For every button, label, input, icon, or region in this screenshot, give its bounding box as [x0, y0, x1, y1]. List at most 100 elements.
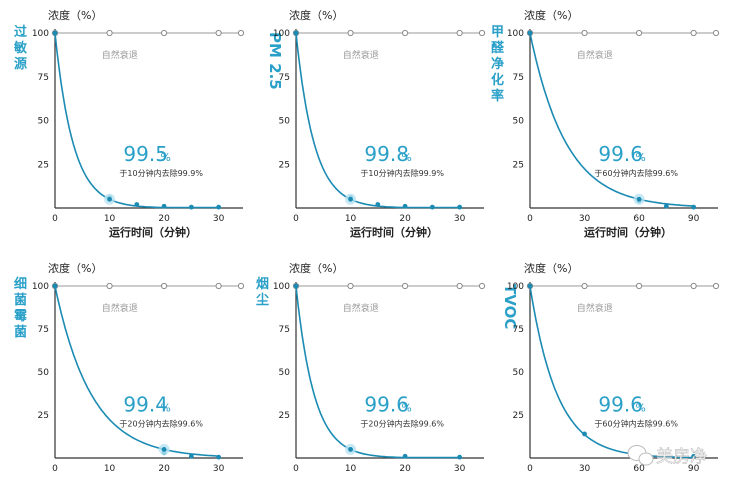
natural-decay-point — [160, 282, 168, 290]
natural-decay-point — [712, 282, 720, 290]
purifier-decay-point — [527, 30, 533, 36]
chart-panel-5: 浓度（%） 烟尘 100 75 50 25 0 10 20 30 自然衰退 99.6% 于20分钟内去除… — [256, 261, 486, 474]
x-tick-label: 90 — [688, 464, 700, 474]
purifier-decay-point — [582, 431, 587, 437]
chart-panel-1: 浓度（%） 过敏源 100 75 50 25 0 10 20 30 运行时间（分钟） 自然衰退 99.5… — [13, 8, 245, 239]
purifier-decay-point — [161, 203, 167, 209]
natural-decay-point — [106, 282, 113, 290]
y-tick-label: 75 — [279, 73, 290, 83]
y-tick-label: 100 — [273, 29, 290, 39]
x-tick-label: 0 — [293, 464, 299, 474]
y-tick-label: 100 — [507, 29, 524, 39]
pollutant-char: 尘 — [256, 292, 269, 308]
y-axis-label: 浓度（%） — [524, 261, 578, 275]
natural-decay-point — [712, 29, 720, 37]
removal-percentage-unit: % — [635, 402, 645, 415]
purifier-decay-point — [457, 454, 463, 460]
x-tick-label: 90 — [688, 214, 700, 224]
natural-decay-point — [478, 29, 486, 37]
pollutant-char: 源 — [14, 56, 27, 72]
natural-decay-point — [401, 282, 409, 290]
natural-decay-point — [690, 282, 697, 290]
x-tick-label: 20 — [399, 464, 411, 474]
y-tick-label: 100 — [32, 29, 49, 39]
natural-decay-point — [237, 29, 245, 37]
natural-decay-label: 自然衰退 — [577, 302, 613, 314]
removal-note: 于20分钟内去除99.6% — [360, 419, 444, 429]
y-tick-label: 75 — [38, 325, 49, 335]
wechat-icon-bubble — [638, 452, 654, 466]
removal-percentage: 99.5 — [123, 142, 168, 166]
pollutant-char: 醛 — [491, 40, 505, 56]
x-tick-label: 20 — [158, 214, 170, 224]
removal-percentage-unit: % — [160, 151, 170, 164]
y-axis-label: 浓度（%） — [289, 261, 343, 275]
x-axis-label: 运行时间（分钟） — [350, 225, 438, 239]
pollutant-label: 细菌霉菌 — [14, 276, 27, 340]
y-tick-label: 50 — [513, 117, 525, 127]
pollutant-label: PM 2.5 — [266, 32, 284, 90]
purifier-decay-point — [188, 204, 194, 210]
pollutant-label: 甲醛净化率 — [491, 25, 505, 104]
natural-decay-point — [215, 29, 222, 37]
natural-decay-label: 自然衰退 — [343, 302, 379, 314]
x-tick-label: 0 — [293, 214, 299, 224]
purifier-decay-point — [293, 30, 299, 36]
natural-decay-point — [106, 29, 113, 37]
x-tick-label: 10 — [104, 214, 116, 224]
removal-percentage: 99.6 — [598, 142, 643, 166]
y-tick-label: 50 — [38, 368, 50, 378]
watermark: 美房净 — [627, 445, 707, 467]
purifier-decay-point — [216, 454, 222, 460]
removal-note: 于10分钟内去除99.9% — [360, 168, 444, 178]
x-tick-label: 30 — [213, 464, 225, 474]
y-tick-label: 50 — [513, 368, 525, 378]
purifier-decay-point — [527, 283, 533, 289]
highlight-point — [161, 447, 167, 452]
chart-panel-4: 浓度（%） 细菌霉菌 100 75 50 25 0 10 20 30 自然衰退 99.4% 于20分钟内… — [14, 261, 245, 474]
removal-percentage: 99.8 — [364, 142, 409, 166]
y-tick-label: 100 — [32, 282, 49, 292]
x-tick-label: 30 — [213, 214, 225, 224]
x-tick-label: 0 — [52, 214, 58, 224]
y-tick-label: 75 — [38, 73, 49, 83]
y-tick-label: 25 — [513, 160, 524, 170]
x-tick-label: 10 — [345, 464, 357, 474]
pollutant-char: 菌 — [14, 324, 27, 340]
y-tick-label: 25 — [513, 411, 524, 421]
purifier-decay-point — [216, 204, 222, 210]
purifier-decay-point — [429, 204, 435, 210]
natural-decay-point — [401, 29, 409, 37]
removal-percentage-unit: % — [160, 402, 170, 415]
x-tick-label: 60 — [633, 464, 645, 474]
x-tick-label: 20 — [158, 464, 170, 474]
pollutant-char: 菌 — [14, 292, 27, 308]
removal-percentage-unit: % — [401, 151, 411, 164]
purifier-decay-point — [52, 30, 58, 36]
purifier-decay-curve — [529, 32, 694, 207]
y-axis-label: 浓度（%） — [289, 8, 343, 22]
y-axis-label: 浓度（%） — [524, 8, 578, 22]
natural-decay-point — [160, 29, 168, 37]
natural-decay-label: 自然衰退 — [102, 302, 138, 314]
purifier-decay-point — [457, 204, 463, 210]
y-tick-label: 75 — [279, 325, 290, 335]
natural-decay-point — [635, 282, 643, 290]
purifier-decay-point — [691, 204, 697, 210]
natural-decay-point — [237, 282, 245, 290]
purifier-decay-point — [402, 453, 408, 459]
purifier-decay-point — [691, 453, 697, 459]
y-tick-label: 50 — [38, 117, 50, 127]
watermark-text: 美房净 — [656, 447, 707, 467]
x-tick-label: 0 — [527, 214, 533, 224]
pollutant-label: TVOC — [501, 284, 519, 329]
removal-percentage: 99.6 — [598, 393, 643, 417]
pollutant-char: 细 — [14, 276, 27, 292]
natural-decay-point — [347, 29, 354, 37]
purifier-decay-curve — [295, 285, 460, 459]
pollutant-char: 率 — [491, 88, 504, 104]
